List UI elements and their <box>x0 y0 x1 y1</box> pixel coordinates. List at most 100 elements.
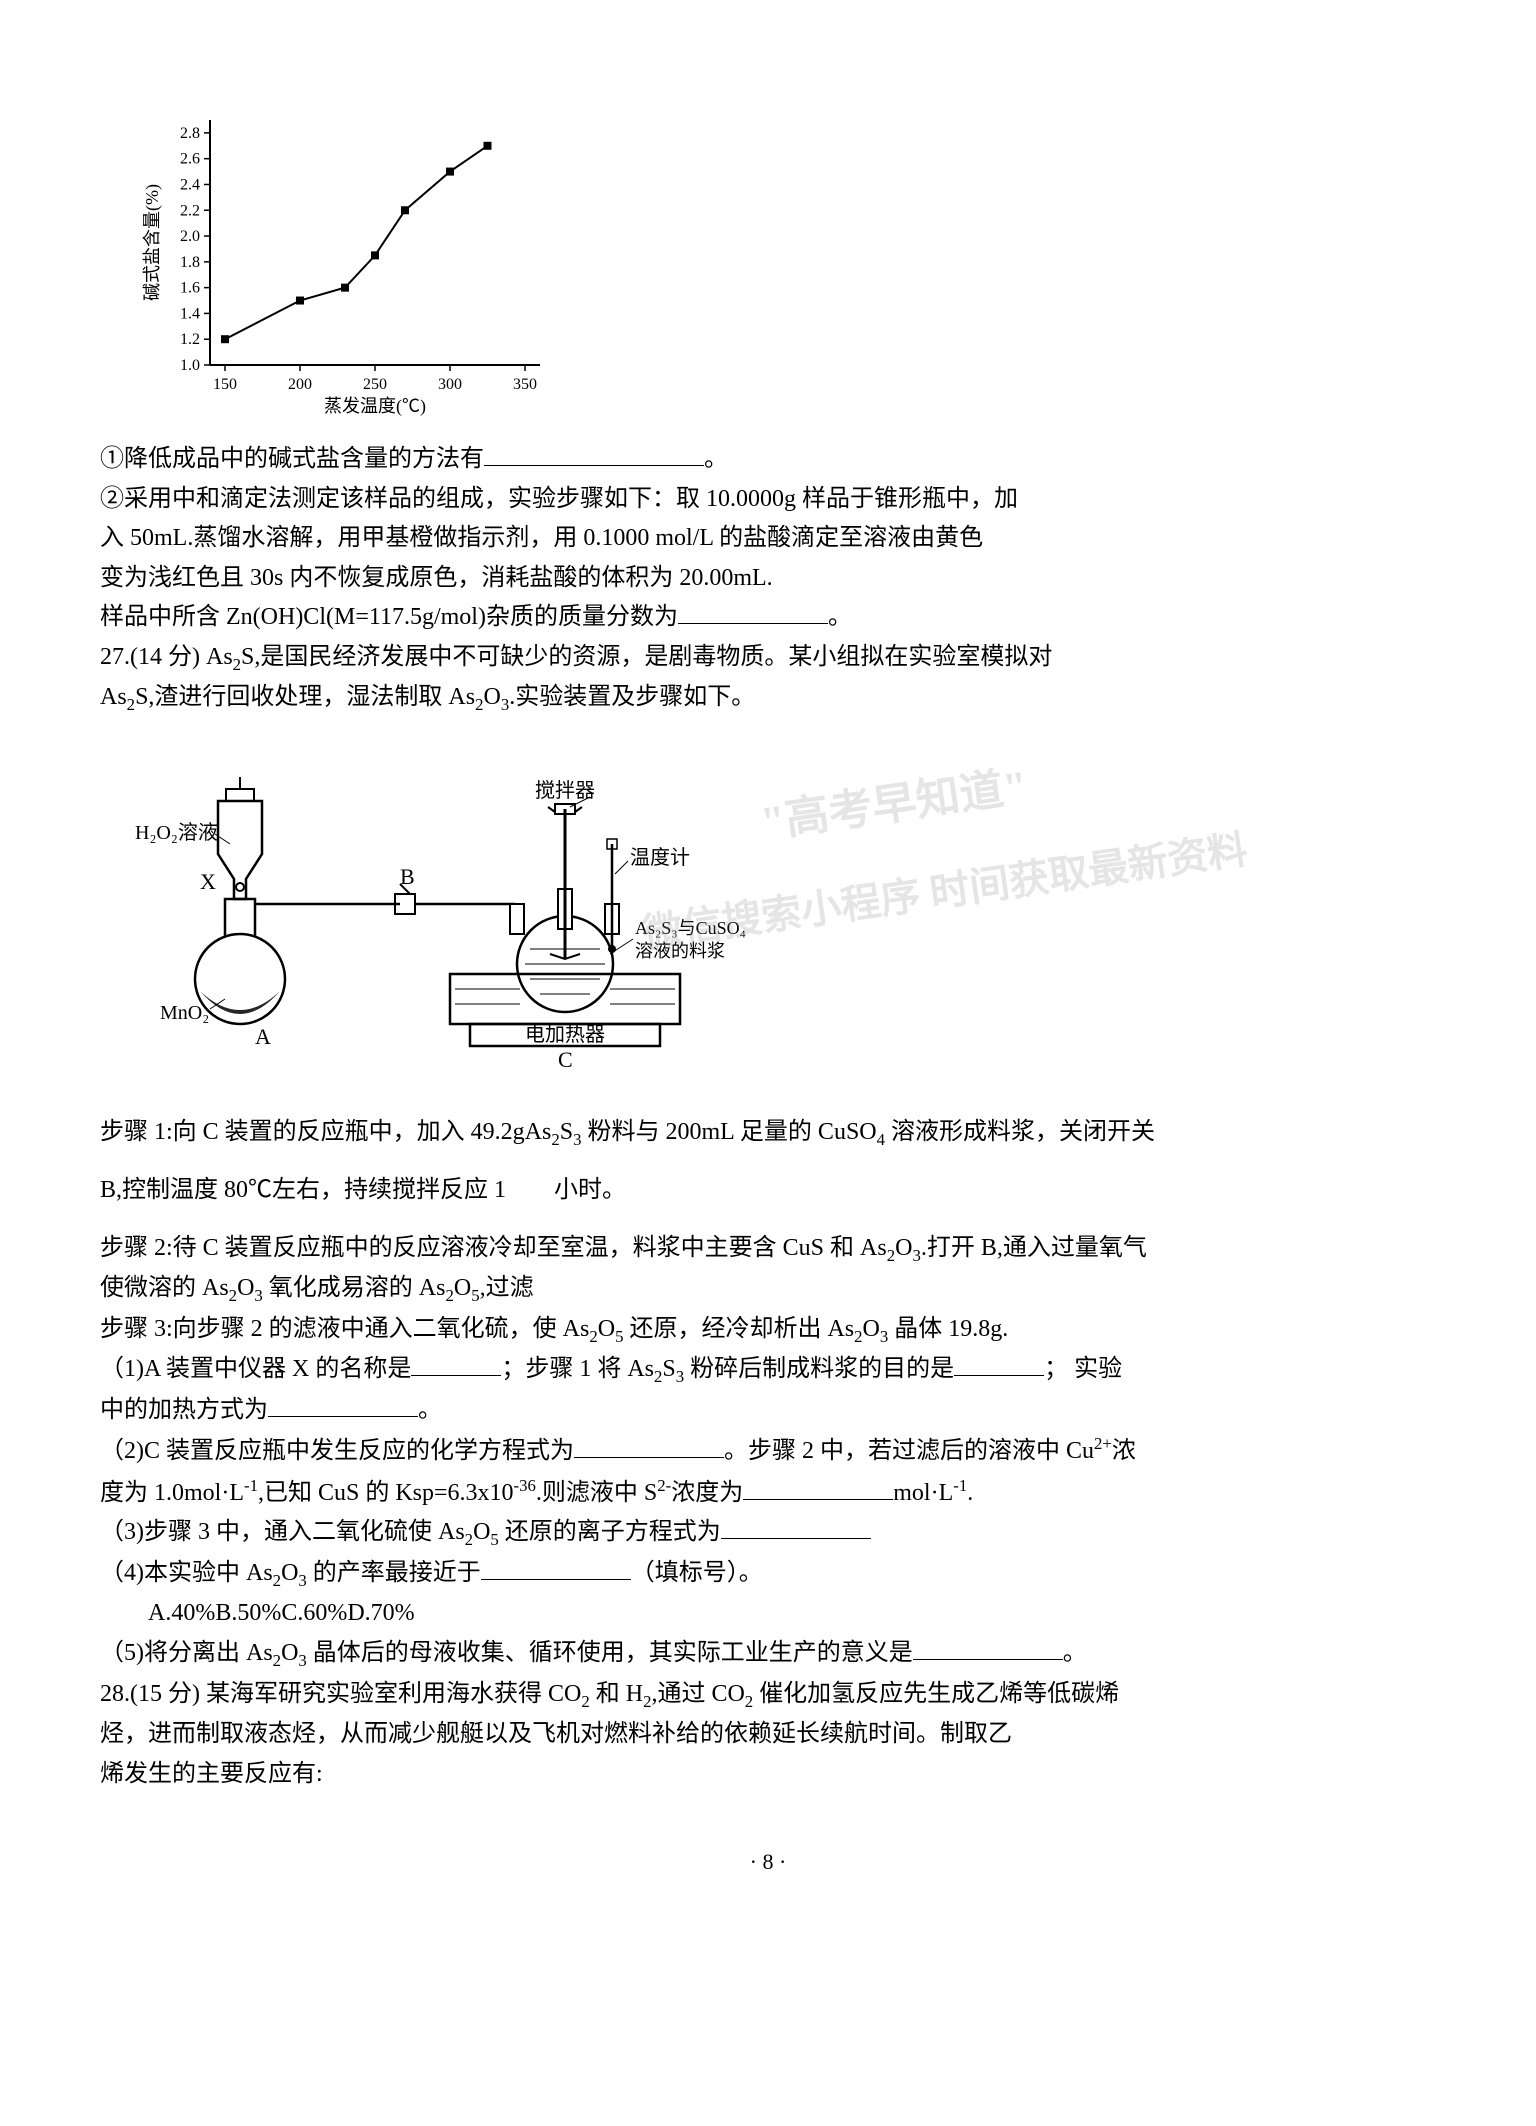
text: 浓 <box>1112 1438 1136 1464</box>
apparatus-diagram: "高考早知道" 微信搜索小程序 时间获取最新资料 <box>100 749 1436 1083</box>
text: ,过滤 <box>480 1275 534 1301</box>
svg-text:2.8: 2.8 <box>180 125 200 142</box>
q4-options: A.40%B.50%C.60%D.70% <box>100 1594 1436 1634</box>
label-heater: 电加热器 <box>525 1023 605 1046</box>
q28-line1: 28.(15 分) 某海军研究实验室利用海水获得 CO2 和 H2,通过 CO2… <box>100 1675 1436 1716</box>
svg-text:2.6: 2.6 <box>180 151 200 168</box>
text: 步骤 2:待 C 装置反应瓶中的反应溶液冷却至室温，料浆中主要含 CuS 和 A… <box>100 1235 887 1261</box>
label-x: X <box>200 869 216 894</box>
text: 步骤 1:向 C 装置的反应瓶中，加入 49.2gAs <box>100 1119 551 1145</box>
text: （2)C 装置反应瓶中发生反应的化学方程式为 <box>100 1438 574 1464</box>
blank <box>913 1636 1063 1660</box>
text: 和 H <box>590 1681 643 1707</box>
text: ；步骤 1 将 As <box>501 1356 654 1382</box>
text: 晶体后的母液收集、循环使用，其实际工业生产的意义是 <box>307 1640 913 1666</box>
text: O <box>863 1316 880 1342</box>
text: ； 实验 <box>1044 1356 1122 1382</box>
svg-text:2.2: 2.2 <box>180 202 200 219</box>
q5: （5)将分离出 As2O3 晶体后的母液收集、循环使用，其实际工业生产的意义是。 <box>100 1634 1436 1675</box>
line-chart: 1.01.21.41.61.82.02.22.42.62.81502002503… <box>140 100 1436 420</box>
blank <box>954 1352 1044 1376</box>
svg-text:蒸发温度(℃): 蒸发温度(℃) <box>324 396 426 417</box>
text: As <box>100 684 127 710</box>
text: O <box>598 1316 615 1342</box>
step-2a: 步骤 2:待 C 装置反应瓶中的反应溶液冷却至室温，料浆中主要含 CuS 和 A… <box>100 1229 1436 1270</box>
q27-intro-2: As2S,渣进行回收处理，湿法制取 As2O3.实验装置及步骤如下。 <box>100 678 1436 719</box>
svg-text:150: 150 <box>213 376 237 393</box>
svg-text:200: 200 <box>288 376 312 393</box>
text: mol·L <box>893 1480 953 1506</box>
text: .打开 B,通入过量氧气 <box>921 1235 1147 1261</box>
step-3: 步骤 3:向步骤 2 的滤液中通入二氧化硫，使 As2O5 还原，经冷却析出 A… <box>100 1310 1436 1351</box>
text: 。 <box>828 604 852 630</box>
line: ②采用中和滴定法测定该样品的组成，实验步骤如下：取 10.0000g 样品于锥形… <box>100 480 1436 520</box>
text: 的产率最接近于 <box>307 1560 481 1586</box>
line: 入 50mL.蒸馏水溶解，用甲基橙做指示剂，用 0.1000 mol/L 的盐酸… <box>100 519 1436 559</box>
text: 步骤 3:向步骤 2 的滤液中通入二氧化硫，使 As <box>100 1316 589 1342</box>
text: .实验装置及步骤如下。 <box>509 684 755 710</box>
text: O <box>483 684 500 710</box>
blank <box>268 1393 418 1417</box>
text: O <box>281 1640 298 1666</box>
diagram-svg: H₂O₂溶液 X B MnO₂ A 搅拌器 温度计 As₂S₃与CuSO₄ 溶液… <box>100 749 860 1069</box>
text: O <box>237 1275 254 1301</box>
label-slurry2: 溶液的料浆 <box>635 941 725 961</box>
svg-text:1.4: 1.4 <box>180 305 200 322</box>
steps-section: 步骤 1:向 C 装置的反应瓶中，加入 49.2gAs2S3 粉料与 200mL… <box>100 1113 1436 1795</box>
text: ①降低成品中的碱式盐含量的方法有 <box>100 446 484 472</box>
text-section-1: ①降低成品中的碱式盐含量的方法有。 ②采用中和滴定法测定该样品的组成，实验步骤如… <box>100 440 1436 719</box>
step-2b: 使微溶的 As2O3 氧化成易溶的 As2O5,过滤 <box>100 1269 1436 1310</box>
step-1a: 步骤 1:向 C 装置的反应瓶中，加入 49.2gAs2S3 粉料与 200mL… <box>100 1113 1436 1154</box>
blank <box>743 1476 893 1500</box>
text: （5)将分离出 As <box>100 1640 273 1666</box>
text: ,已知 CuS 的 Ksp=6.3x10 <box>258 1480 514 1506</box>
text: （4)本实验中 As <box>100 1560 273 1586</box>
text: 使微溶的 As <box>100 1275 229 1301</box>
label-a: A <box>255 1024 271 1049</box>
text: （3)步骤 3 中，通入二氧化硫使 As <box>100 1519 465 1545</box>
line: 样品中所含 Zn(OH)Cl(M=117.5g/mol)杂质的质量分数为。 <box>100 598 1436 638</box>
q2-line1: （2)C 装置反应瓶中发生反应的化学方程式为 。步骤 2 中，若过滤后的溶液中 C… <box>100 1430 1436 1472</box>
text: 粉料与 200mL 足量的 CuSO <box>582 1119 877 1145</box>
text: 粉碎后制成料浆的目的是 <box>684 1356 954 1382</box>
text: 。 <box>418 1397 442 1423</box>
line: 变为浅红色且 30s 内不恢复成原色，消耗盐酸的体积为 20.00mL. <box>100 559 1436 599</box>
label-thermo: 温度计 <box>630 846 690 869</box>
svg-text:1.8: 1.8 <box>180 254 200 271</box>
text: 催化加氢反应先生成乙烯等低碳烯 <box>753 1681 1119 1707</box>
line-item-1: ①降低成品中的碱式盐含量的方法有 。 <box>100 440 1436 480</box>
q1-line2: 中的加热方式为 。 <box>100 1391 1436 1431</box>
text: （填标号）。 <box>631 1560 763 1586</box>
text: ,通过 CO <box>651 1681 744 1707</box>
text: 27.(14 分) As <box>100 644 233 670</box>
svg-text:1.2: 1.2 <box>180 331 200 348</box>
text: 还原，经冷却析出 As <box>623 1316 854 1342</box>
svg-text:2.0: 2.0 <box>180 228 200 245</box>
text: 浓度为 <box>671 1480 743 1506</box>
text: 晶体 19.8g. <box>888 1316 1008 1342</box>
label-h2o2: H₂O₂溶液 <box>135 821 218 844</box>
text: 中的加热方式为 <box>100 1397 268 1423</box>
text: 还原的离子方程式为 <box>499 1519 721 1545</box>
blank <box>574 1434 724 1458</box>
text: 。 <box>704 446 728 472</box>
text: S,是国民经济发展中不可缺少的资源，是剧毒物质。某小组拟在实验室模拟对 <box>241 644 1052 670</box>
label-mno2: MnO₂ <box>160 1002 209 1024</box>
chart-svg: 1.01.21.41.61.82.02.22.42.62.81502002503… <box>140 100 560 420</box>
text: O <box>281 1560 298 1586</box>
text: O <box>473 1519 490 1545</box>
text: . <box>967 1480 973 1506</box>
q4-line1: （4)本实验中 As2O3 的产率最接近于（填标号）。 <box>100 1554 1436 1595</box>
text: 溶液形成料浆，关闭开关 <box>885 1119 1155 1145</box>
svg-text:1.0: 1.0 <box>180 357 200 374</box>
text: （1)A 装置中仪器 X 的名称是 <box>100 1356 411 1382</box>
text: 。步骤 2 中，若过滤后的溶液中 Cu <box>724 1438 1094 1464</box>
text: .则滤液中 S <box>536 1480 657 1506</box>
svg-text:300: 300 <box>438 376 462 393</box>
step-1b: B,控制温度 80℃左右，持续搅拌反应 1 小时。 <box>100 1171 1436 1211</box>
text: 度为 1.0mol·L <box>100 1480 244 1506</box>
blank <box>411 1352 501 1376</box>
label-slurry1: As₂S₃与CuSO₄ <box>635 918 746 938</box>
svg-text:1.6: 1.6 <box>180 280 200 297</box>
text: S <box>560 1119 573 1145</box>
